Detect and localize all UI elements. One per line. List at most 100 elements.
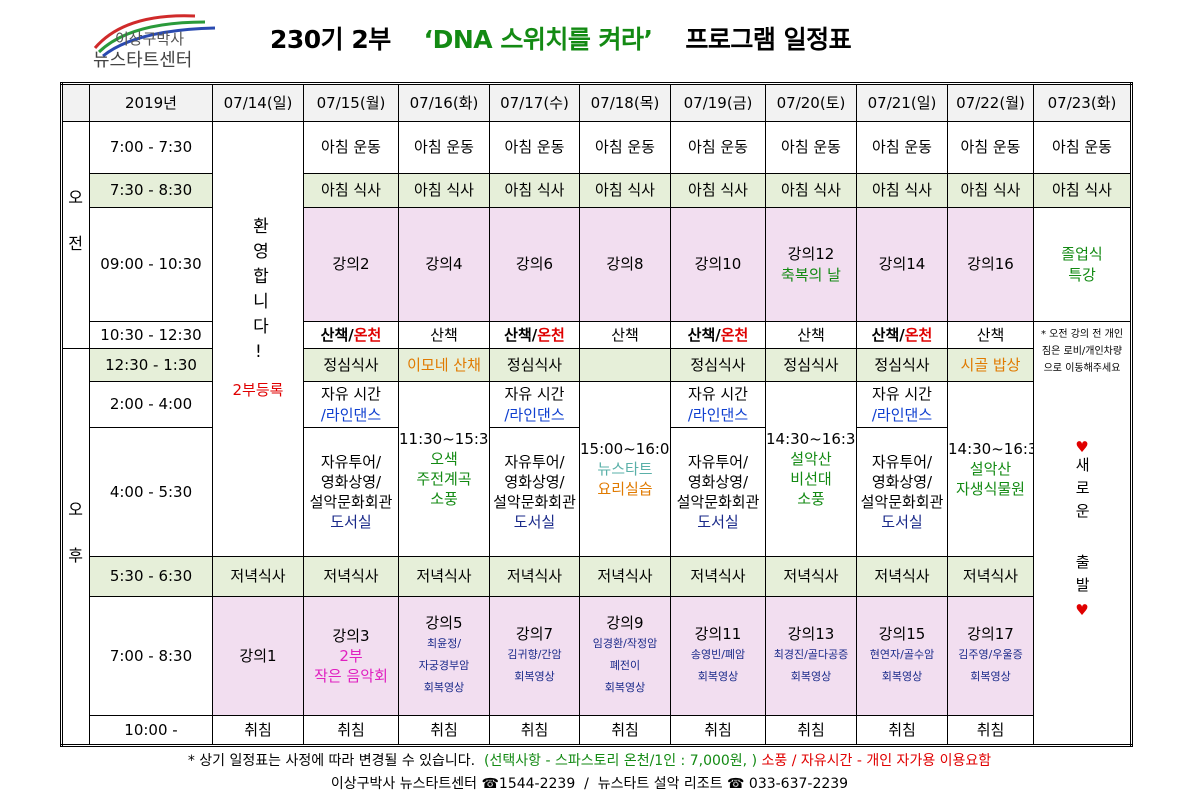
cell-text: 소풍 <box>797 490 825 509</box>
cell-text: 강의13 <box>787 624 835 643</box>
schedule-cell: 산책 <box>398 321 490 349</box>
cell-text: 축복의 날 <box>781 265 841 284</box>
cell-text: 취침 <box>520 720 549 739</box>
cell-text: 2부 <box>339 646 363 665</box>
schedule-cell: 산책/온천 <box>856 321 948 349</box>
cell-text: 작은 음악회 <box>314 667 388 686</box>
cell-text: 강의3 <box>332 626 370 645</box>
cell-text: 산책/ <box>320 325 354 344</box>
schedule-cell: 자유 시간/라인댄스 <box>303 381 399 428</box>
schedule-cell: 강의2 <box>303 207 399 322</box>
cell-text: 도서실 <box>513 513 556 532</box>
schedule-cell: 14:30~16:30설악산자생식물원 <box>947 381 1034 557</box>
time-cell: 7:00 - 8:30 <box>89 596 213 716</box>
cell-text: 취침 <box>797 720 825 739</box>
schedule-cell: 정심식사 <box>765 348 857 382</box>
cell-text: 소풍 <box>430 490 458 509</box>
cell-text: 취침 <box>337 720 365 739</box>
cell-text: 강의17 <box>967 624 1014 643</box>
cell-text: 산책/ <box>871 325 905 344</box>
cell-text: 회복영상 <box>514 670 555 684</box>
empty-cell <box>579 348 671 382</box>
schedule-cell: 강의15 현연자/골수암 회복영상 <box>856 596 948 716</box>
schedule-cell: 자유투어/영화상영/설악문화회관 도서실 <box>489 427 580 557</box>
cell-text: 아침 운동 <box>781 138 841 157</box>
schedule-cell: 저녁식사 <box>303 556 399 597</box>
cell-text: 15:00~16:00 <box>580 439 671 458</box>
cell-text: 회복영상 <box>697 670 739 684</box>
schedule-cell: 정심식사 <box>303 348 399 382</box>
cell-text: 저녁식사 <box>962 567 1019 586</box>
cell-text: 강의6 <box>515 255 554 274</box>
cell-text: 김주영/우울증 <box>958 648 1023 662</box>
cell-text: 설악문화회관 <box>493 493 576 511</box>
schedule-cell: 강의1 <box>212 596 304 716</box>
cell-text: 강의15 <box>878 624 926 643</box>
schedule-table: 2019년 07/14(일) 07/15(월) 07/16(화) 07/17(수) 07/… <box>60 82 1133 747</box>
schedule-cell: 아침 식사 <box>303 173 399 208</box>
cell-text: 저녁식사 <box>783 567 839 586</box>
cell-text: 특강 <box>1068 265 1096 284</box>
cell-text: 송영빈/폐암 <box>690 648 746 662</box>
cell-text: 취침 <box>888 720 916 739</box>
table-row: 09:00 - 10:30 강의2 강의4 강의6 강의8 강의10 강의12 축복의 날 강의… <box>62 207 1132 322</box>
schedule-cell: 정심식사 <box>856 348 948 382</box>
cell-text: 강의11 <box>694 624 742 643</box>
time-cell: 12:30 - 1:30 <box>89 348 213 382</box>
cell-text: 저녁식사 <box>597 567 653 586</box>
time-cell: 7:30 - 8:30 <box>89 173 213 208</box>
footer-warning: 소풍 / 자유시간 - 개인 자가용 이용요함 <box>761 753 992 769</box>
schedule-cell: 강의16 <box>947 207 1034 322</box>
schedule-cell: 아침 식사 <box>947 173 1034 208</box>
cell-text: 자유 시간 <box>688 385 748 404</box>
title-text: 230기 2부 <box>270 25 391 54</box>
cell-text: 정심식사 <box>690 355 746 374</box>
cell-text: * 오전 강의 전 개인 짐은 로비/개인차량으로 이동해주세요 <box>1040 329 1124 374</box>
cell-text: 자유 시간 <box>321 385 381 404</box>
schedule-cell: 취침 <box>398 715 490 746</box>
cell-text: 저녁식사 <box>874 567 930 586</box>
schedule-cell: 자유투어/영화상영/설악문화회관 도서실 <box>303 427 399 557</box>
cell-text: 아침 식사 <box>688 181 748 200</box>
time-cell: 2:00 - 4:00 <box>89 381 213 428</box>
cell-text: 영화상영/ <box>320 472 382 491</box>
schedule-cell: 저녁식사 <box>765 556 857 597</box>
cell-text: 임경환/작정암 <box>592 637 658 651</box>
cell-text: 영화상영/ <box>687 472 749 491</box>
table-row: 오후 12:30 - 1:30 정심식사 이모네 산채 정심식사 정심식사 정심식사 정심식사… <box>61 348 1132 746</box>
schedule-cell: 자유 시간/라인댄스 <box>670 381 766 428</box>
cell-text: 온천 <box>353 325 382 344</box>
schedule-cell: 강의8 <box>579 207 671 322</box>
time-cell: 4:00 - 5:30 <box>89 427 213 557</box>
date-header: 07/23(화) <box>1033 83 1132 122</box>
period-label: 오후 <box>64 500 84 593</box>
schedule-cell: 저녁식사 <box>489 556 580 597</box>
cell-text: 아침 운동 <box>960 138 1021 157</box>
cell-text: 취침 <box>976 720 1005 739</box>
cell-text: 저녁식사 <box>690 567 746 586</box>
cell-text: 산책 <box>611 325 639 344</box>
table-row: 10:30 - 12:30 산책/온천 산책 산책/온천 산책 산책/온천 산책 산책/온천 산… <box>62 321 1132 746</box>
cell-text: 아침 식사 <box>595 181 655 200</box>
title-text: 프로그램 일정표 <box>685 25 852 54</box>
schedule-cell: 아침 식사 <box>856 173 948 208</box>
cell-text: 아침 식사 <box>504 181 565 200</box>
cell-text: 영화상영/ <box>871 472 933 491</box>
date-header: 07/17(수) <box>489 83 580 122</box>
date-header: 07/22(월) <box>947 83 1034 122</box>
cell-text: 졸업식 <box>1061 245 1103 264</box>
cell-text: 강의2 <box>332 255 370 274</box>
schedule-cell: * 오전 강의 전 개인 짐은 로비/개인차량으로 이동해주세요 ♥ 새로운 출발 ♥ <box>1033 321 1132 746</box>
schedule-cell: 저녁식사 <box>212 556 304 597</box>
schedule-cell: 강의5 최윤정/자궁경부암 회복영상 <box>398 596 490 716</box>
schedule-cell: 아침 운동 <box>765 121 857 174</box>
cell-text: 자유투어/ <box>320 452 382 471</box>
schedule-cell: 산책/온천 <box>670 321 766 349</box>
schedule-cell: 아침 운동 <box>1033 121 1132 174</box>
header-cell <box>61 83 90 122</box>
schedule-cell: 아침 운동 <box>947 121 1034 174</box>
cell-text: 산책 <box>430 325 458 344</box>
cell-text: 온천 <box>720 325 749 344</box>
